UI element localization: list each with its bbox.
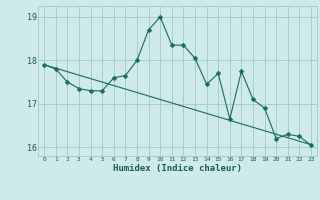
X-axis label: Humidex (Indice chaleur): Humidex (Indice chaleur)	[113, 164, 242, 173]
